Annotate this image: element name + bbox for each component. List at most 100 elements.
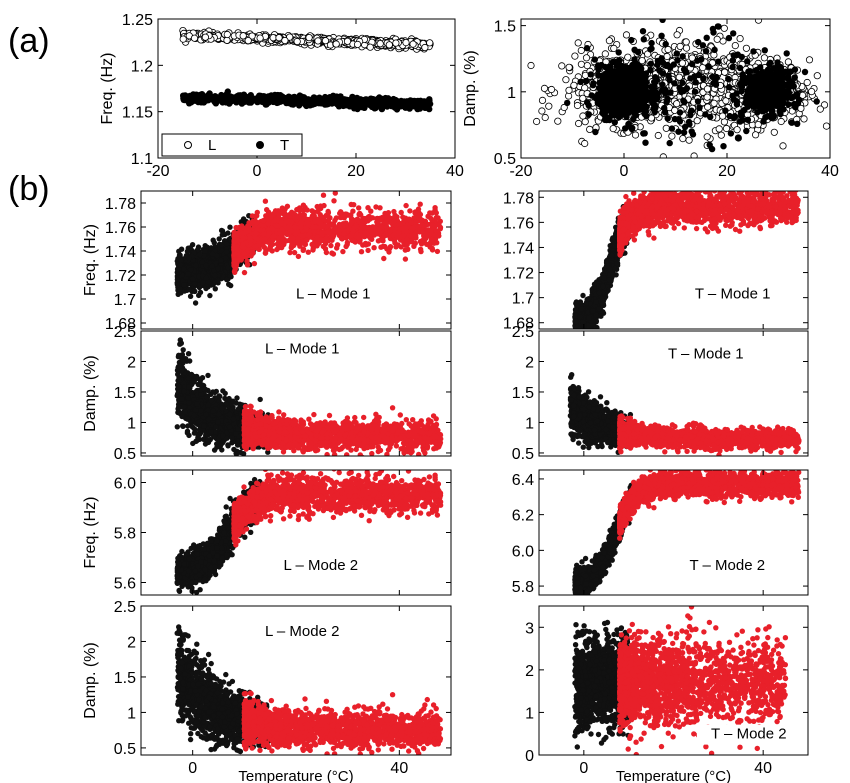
data-point [601,50,609,58]
data-point [613,107,620,115]
data-point [611,119,618,126]
data-point [733,101,741,108]
data-point [651,81,658,89]
data-point [749,95,756,103]
scatter-points-a-damp [527,0,830,158]
data-point [734,134,742,142]
data-point [607,94,614,101]
data-point [638,56,646,65]
data-point [187,293,194,299]
data-point [377,102,384,109]
data-point [181,95,188,103]
data-point [647,60,655,67]
data-point [664,115,671,122]
data-point [750,48,757,55]
data-point [394,99,402,107]
data-point [640,130,647,137]
data-point [332,40,340,48]
data-point [190,34,199,42]
data-point [661,104,668,112]
data-point [778,81,785,88]
data-point [341,98,348,106]
data-point [581,84,589,92]
legend-label: T [280,137,289,154]
data-point [627,0,633,4]
data-point [673,31,681,39]
data-point [703,93,711,101]
data-point [527,61,535,70]
data-point [666,139,673,147]
data-point [667,64,674,71]
data-point [628,125,636,133]
x-tick-label: 0 [253,163,262,180]
data-point [754,99,761,106]
x-tick-label: 0 [620,163,629,180]
data-point [662,124,670,132]
data-point [635,76,643,84]
data-point [725,75,732,83]
data-point [603,105,611,113]
data-point [707,113,714,121]
data-point [688,107,695,114]
data-point [703,133,711,141]
data-point [371,105,378,112]
data-point [794,91,801,98]
data-point [777,110,784,118]
data-point [769,114,777,121]
data-point [688,60,696,68]
data-point [754,19,763,24]
data-point [714,23,722,30]
data-point [710,99,718,107]
data-point [178,246,185,252]
data-point [659,86,666,93]
data-point [788,119,795,126]
data-point [348,96,355,104]
data-point [816,105,824,113]
data-point [175,291,181,297]
y-tick-label: 1.2 [131,58,153,75]
data-point [668,132,676,140]
data-point [807,88,816,96]
data-point [679,79,686,87]
data-point [603,69,610,77]
data-point [711,0,717,3]
data-point [652,74,659,81]
data-point [585,111,592,118]
data-point [610,102,617,109]
data-point [791,74,798,81]
data-point [366,43,374,51]
data-point [756,76,763,84]
data-point [592,128,599,136]
data-point [721,68,729,76]
data-point [581,139,589,148]
data-point [782,68,789,75]
data-point [658,32,665,39]
data-point [780,100,787,107]
data-point [743,127,750,135]
data-point [725,34,733,42]
data-point [662,40,669,48]
data-point [699,42,707,49]
data-point [583,45,591,52]
data-point [703,85,712,93]
data-point [675,128,682,135]
data-point [595,91,602,99]
data-point [579,94,587,102]
data-point [694,57,701,64]
y-tick-label: 0.5 [494,151,516,168]
data-point [426,39,434,47]
data-point [411,97,418,105]
data-point [562,76,570,84]
data-point [659,153,667,158]
x-tick-label: -20 [146,163,169,180]
data-point [605,63,613,70]
data-point [682,69,690,76]
legend-marker [256,141,264,149]
data-point [582,78,590,85]
data-point [269,97,276,104]
data-point [640,36,647,43]
data-point [618,84,625,92]
